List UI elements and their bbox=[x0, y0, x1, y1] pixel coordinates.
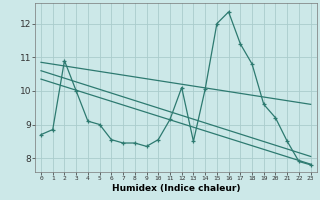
X-axis label: Humidex (Indice chaleur): Humidex (Indice chaleur) bbox=[112, 184, 240, 193]
